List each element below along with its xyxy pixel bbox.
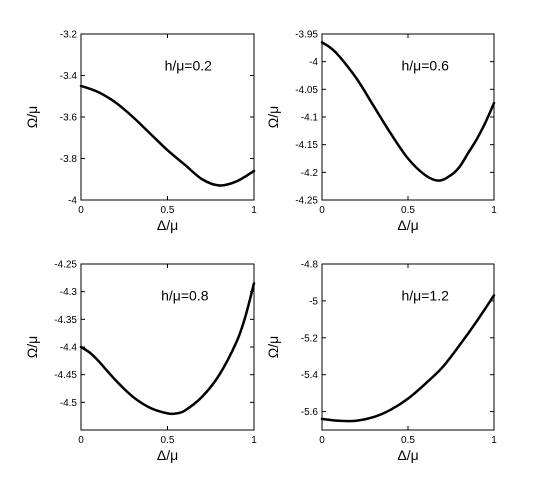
x-tick-label: 1 (491, 205, 497, 216)
y-tick-label: -4 (68, 196, 77, 207)
subplot-1: 0 0.5 1 -3.2 -3.4 -3.6 -3.8 -4 h/μ=0.2 Δ/μ Ω/μ (24, 30, 257, 234)
panel-annotation: h/μ=0.6 (402, 58, 450, 74)
y-tick-label: -4.2 (301, 168, 319, 179)
y-tick-label: -4.4 (60, 343, 78, 354)
series-line-1 (320, 294, 496, 423)
x-tick-label: 0 (319, 435, 325, 446)
x-axis-label: Δ/μ (397, 217, 418, 233)
x-axis-label: Δ/μ (157, 217, 178, 233)
series-line-1 (79, 84, 256, 187)
y-tick-label: -5.4 (301, 370, 319, 381)
x-tick-label: 0 (78, 435, 84, 446)
x-axis-label: Δ/μ (157, 447, 178, 463)
x-tick-label: 0.5 (401, 205, 415, 216)
subplot-3: 0 0.5 1 -4.25 -4.3 -4.35 -4.4 -4.45 -4.5 h/μ=0.8 Δ… (24, 260, 257, 464)
y-tick-label: -3.6 (60, 113, 78, 124)
x-tick-label: 0 (319, 205, 325, 216)
y-tick-label: -4.1 (301, 113, 319, 124)
y-tick-label: -3.2 (60, 30, 78, 41)
y-tick-label: -5.6 (301, 407, 319, 418)
y-tick-label: -4.45 (54, 370, 77, 381)
y-tick-label: -4.35 (54, 315, 77, 326)
x-tick-label: 0.5 (401, 435, 415, 446)
subplot-2: 0 0.5 1 -3.95 -4 -4.05 -4.1 -4.15 -4.2 -4.25 h/μ=0… (265, 30, 497, 234)
y-tick-label: -5 (309, 296, 318, 307)
y-tick-label: -4.05 (295, 85, 318, 96)
y-tick-label: -4.5 (60, 398, 78, 409)
x-tick-label: 0 (78, 205, 84, 216)
panel-annotation: h/μ=0.8 (161, 288, 209, 304)
y-tick-label: -4.15 (295, 140, 318, 151)
panel-annotation: h/μ=0.2 (165, 58, 213, 74)
subplot-4: 0 0.5 1 -4.8 -5 -5.2 -5.4 -5.6 h/μ=1.2 Δ/μ Ω/μ (265, 260, 497, 464)
x-tick-label: 1 (251, 435, 257, 446)
y-tick-label: -3.8 (60, 154, 78, 165)
x-tick-label: 1 (491, 435, 497, 446)
panel-annotation: h/μ=1.2 (402, 288, 450, 304)
y-axis-label: Ω/μ (24, 336, 40, 358)
y-axis-label: Ω/μ (265, 106, 281, 128)
series-line-1 (320, 41, 496, 182)
x-tick-label: 0.5 (161, 205, 175, 216)
series-line-1 (79, 282, 256, 416)
y-axis-label: Ω/μ (265, 336, 281, 358)
y-tick-label: -4.8 (301, 260, 319, 271)
y-axis-label: Ω/μ (24, 106, 40, 128)
y-tick-label: -3.4 (60, 71, 78, 82)
x-tick-label: 0.5 (161, 435, 175, 446)
y-tick-label: -5.2 (301, 333, 319, 344)
y-tick-label: -4 (309, 57, 318, 68)
x-tick-label: 1 (251, 205, 257, 216)
x-axis-label: Δ/μ (397, 447, 418, 463)
y-tick-label: -4.25 (54, 260, 77, 271)
y-tick-label: -4.3 (60, 287, 78, 298)
y-tick-label: -3.95 (295, 30, 318, 41)
y-tick-label: -4.25 (295, 196, 318, 207)
